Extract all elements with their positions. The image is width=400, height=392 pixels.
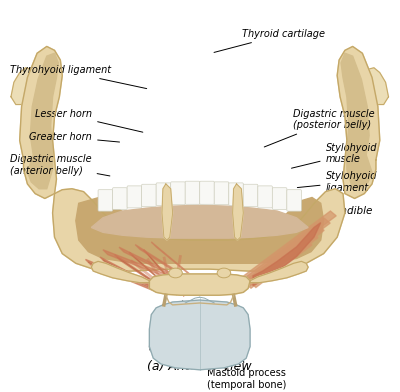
Text: Thyroid cartilage: Thyroid cartilage <box>214 29 325 53</box>
FancyBboxPatch shape <box>214 182 229 205</box>
FancyBboxPatch shape <box>98 190 113 211</box>
FancyBboxPatch shape <box>156 183 171 205</box>
Polygon shape <box>114 254 170 294</box>
FancyBboxPatch shape <box>113 188 127 209</box>
FancyBboxPatch shape <box>200 181 214 204</box>
Polygon shape <box>103 250 183 284</box>
Polygon shape <box>129 252 177 295</box>
Polygon shape <box>362 68 388 105</box>
Polygon shape <box>144 250 184 296</box>
Text: Mastoid process
(temporal bone): Mastoid process (temporal bone) <box>206 342 286 390</box>
Text: Greater horn: Greater horn <box>29 132 120 142</box>
Text: Styloid process
(temporal bone): Styloid process (temporal bone) <box>148 301 228 352</box>
Text: Mandible: Mandible <box>301 205 373 216</box>
Polygon shape <box>76 198 324 263</box>
Polygon shape <box>233 184 243 240</box>
Polygon shape <box>119 247 190 284</box>
Polygon shape <box>149 274 250 295</box>
Polygon shape <box>28 53 58 189</box>
Polygon shape <box>245 233 318 288</box>
Polygon shape <box>341 53 372 189</box>
FancyBboxPatch shape <box>185 181 200 204</box>
FancyBboxPatch shape <box>243 184 258 207</box>
Text: Stylohyoid
ligament: Stylohyoid ligament <box>297 171 377 193</box>
FancyBboxPatch shape <box>171 182 185 205</box>
FancyBboxPatch shape <box>272 188 287 209</box>
Text: Stylohyoid
muscle: Stylohyoid muscle <box>292 143 377 168</box>
FancyBboxPatch shape <box>258 186 272 208</box>
Polygon shape <box>151 242 203 285</box>
Ellipse shape <box>169 268 182 278</box>
Polygon shape <box>337 47 380 198</box>
Polygon shape <box>240 225 324 289</box>
FancyBboxPatch shape <box>229 183 243 205</box>
FancyBboxPatch shape <box>127 186 142 208</box>
Text: (a) Anterior view: (a) Anterior view <box>148 360 252 373</box>
Polygon shape <box>250 240 312 287</box>
Polygon shape <box>20 47 62 198</box>
Text: Digastric muscle
(posterior belly): Digastric muscle (posterior belly) <box>264 109 374 147</box>
Polygon shape <box>11 68 37 105</box>
FancyBboxPatch shape <box>287 190 301 211</box>
Polygon shape <box>52 189 345 271</box>
Polygon shape <box>236 218 330 290</box>
Text: Digastric muscle
(anterior belly): Digastric muscle (anterior belly) <box>10 154 110 176</box>
Polygon shape <box>91 261 149 283</box>
Polygon shape <box>91 205 308 238</box>
Ellipse shape <box>217 268 231 278</box>
Polygon shape <box>149 300 250 370</box>
Polygon shape <box>86 260 155 291</box>
Text: Thyrohyoid ligament: Thyrohyoid ligament <box>10 65 147 89</box>
Polygon shape <box>250 261 308 283</box>
Polygon shape <box>100 257 162 292</box>
FancyBboxPatch shape <box>142 184 156 207</box>
Polygon shape <box>231 211 336 290</box>
Polygon shape <box>253 223 321 285</box>
Text: Lesser horn: Lesser horn <box>35 109 143 132</box>
Polygon shape <box>135 245 196 285</box>
Polygon shape <box>162 184 173 240</box>
